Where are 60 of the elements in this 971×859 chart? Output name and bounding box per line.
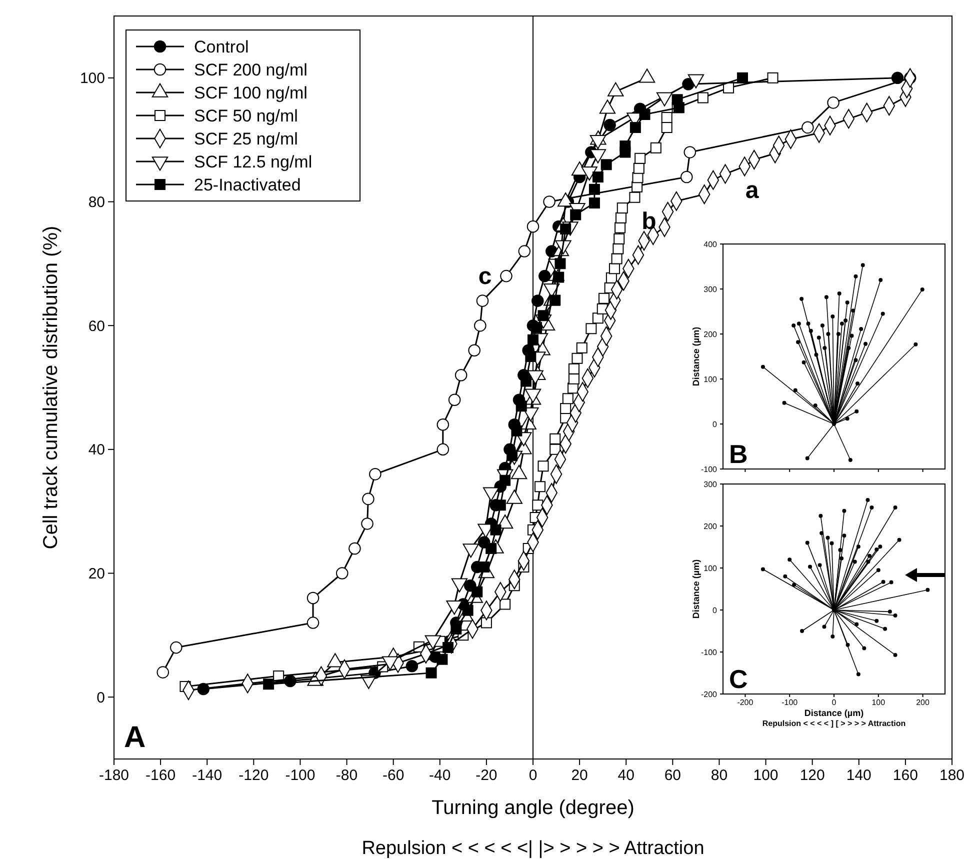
y-tick-label: 40 [88, 442, 105, 459]
x-tick-label: 100 [753, 767, 778, 784]
x-tick-label: 140 [846, 767, 872, 784]
y-tick-label: 100 [704, 374, 718, 384]
legend-label: SCF 50 ng/ml [194, 106, 298, 126]
x-tick-label: 20 [571, 767, 588, 784]
y-tick-label: -200 [700, 690, 718, 699]
y-tick-label: 300 [704, 284, 718, 294]
y-tick-label: 200 [704, 522, 718, 531]
legend-label: SCF 100 ng/ml [194, 83, 308, 102]
x-tick-label: 0 [832, 698, 837, 707]
y-tick-label: 300 [704, 480, 718, 489]
annotation: A [124, 721, 146, 754]
text: Repulsion < < < < <| |> > > > > Attraction [362, 838, 704, 859]
x-tick-label: -60 [382, 767, 404, 784]
y-axis-title: Cell track cumulative distribution (%) [40, 226, 62, 550]
y-tick-label: 100 [80, 70, 105, 88]
y-axis-title: Distance (µm) [691, 326, 702, 386]
y-tick-label: -100 [700, 464, 718, 474]
y-tick-label: 100 [704, 564, 718, 573]
x-axis-title: Turning angle (degree) [432, 797, 634, 819]
x-tick-label: 100 [872, 698, 886, 707]
x-tick-label: -40 [429, 767, 451, 784]
annotation: b [642, 208, 656, 235]
y-tick-label: 0 [712, 606, 718, 615]
x-tick-label: -120 [238, 767, 269, 784]
y-tick-label: 20 [88, 566, 105, 582]
x-tick-label: -100 [782, 698, 798, 707]
legend-label: Control [194, 37, 249, 56]
y-tick-label: 0 [712, 420, 718, 429]
annotation: C [729, 664, 748, 694]
x-tick-label: 60 [664, 767, 682, 784]
y-tick-label: 60 [88, 318, 105, 335]
x-tick-label: 40 [618, 767, 634, 784]
y-axis-title: Distance (µm) [691, 559, 702, 619]
annotation: Repulsion < < < < ] [ > > > > Attraction [762, 719, 906, 728]
x-axis-title: Distance (µm) [804, 708, 864, 718]
legend-label: 25-Inactivated [194, 175, 301, 194]
y-tick-label: 80 [88, 194, 105, 211]
y-tick-label: -100 [700, 648, 718, 657]
annotation: a [745, 177, 760, 204]
x-tick-label: 120 [800, 767, 825, 784]
x-tick-label: 180 [939, 767, 965, 784]
legend-label: SCF 25 ng/ml [194, 129, 298, 148]
x-tick-label: -200 [737, 698, 754, 707]
x-tick-label: 0 [528, 767, 538, 784]
x-tick-label: -20 [476, 767, 498, 784]
annotation: c [478, 263, 492, 290]
x-tick-label: -100 [285, 767, 316, 784]
x-tick-label: 200 [916, 698, 930, 707]
legend-label: SCF 12.5 ng/ml [194, 152, 312, 172]
legend-label: SCF 200 ng/ml [194, 60, 308, 80]
x-tick-label: -140 [192, 767, 222, 784]
y-tick-label: 200 [704, 330, 718, 339]
x-tick-label: -80 [336, 767, 358, 784]
x-tick-label: 160 [892, 767, 918, 784]
x-tick-label: -180 [98, 767, 130, 784]
annotation: B [729, 439, 748, 469]
y-tick-label: 400 [704, 240, 718, 249]
x-tick-label: -160 [146, 767, 176, 784]
